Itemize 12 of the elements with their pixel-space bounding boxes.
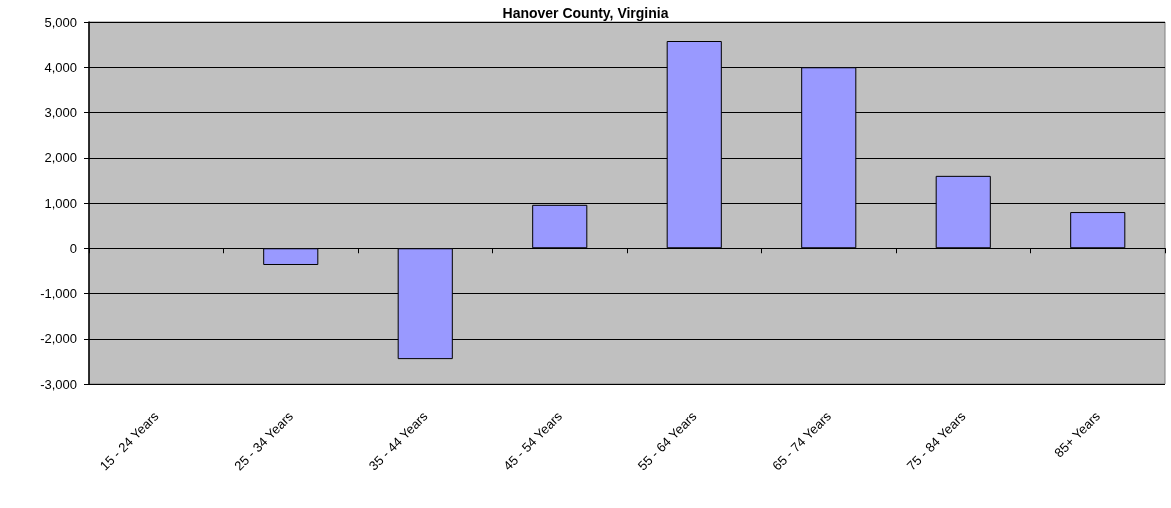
bar [263,248,319,265]
bar [1070,212,1126,249]
chart-title: Hanover County, Virginia [502,5,669,21]
y-tick-label: 1,000 [44,195,77,211]
y-tick-label: 4,000 [44,59,77,75]
y-tick-label: -1,000 [40,286,77,301]
y-tick-label: 0 [69,240,77,256]
y-tick-label: 3,000 [44,105,77,120]
y-tick-label: -2,000 [40,331,77,347]
y-tick-label: 2,000 [44,150,77,166]
y-tick-label: 5,000 [44,14,77,30]
y-tick-label: -3,000 [40,376,77,392]
